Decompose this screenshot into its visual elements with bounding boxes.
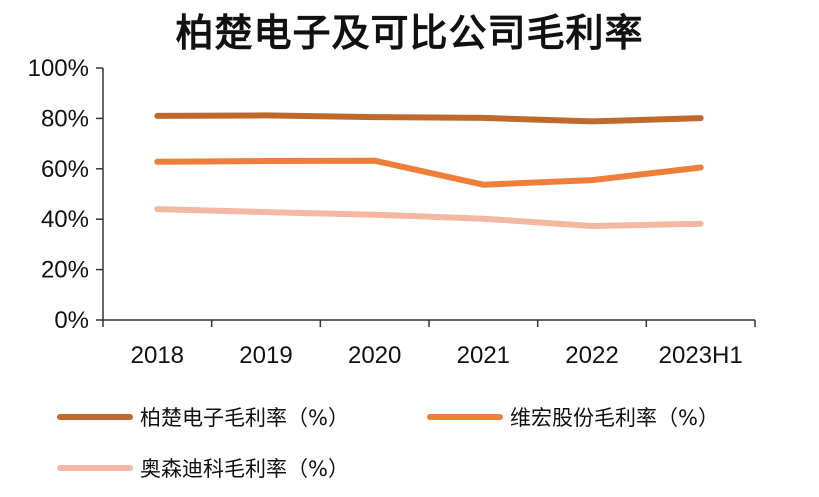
x-tick-label: 2018 (131, 342, 184, 369)
legend-label-1: 柏楚电子毛利率（%） (140, 406, 349, 430)
x-tick-label: 2023H1 (659, 342, 743, 369)
y-tick-label: 0% (54, 307, 89, 334)
y-tick-label: 40% (41, 206, 89, 233)
legend-label-3: 奥森迪科毛利率（%） (140, 457, 349, 481)
y-tick-label: 100% (28, 55, 89, 82)
x-tick-label: 2022 (565, 342, 618, 369)
series-layer (154, 112, 704, 229)
chart-title: 柏楚电子及可比公司毛利率 (175, 11, 644, 55)
legend-label-2: 维宏股份毛利率（%） (510, 406, 719, 430)
x-tick-label: 2020 (348, 342, 401, 369)
series-line-1 (154, 112, 704, 125)
legend: 柏楚电子毛利率（%） 维宏股份毛利率（%） 奥森迪科毛利率（%） (57, 406, 719, 481)
series-line-2 (154, 157, 704, 188)
axes: 0% 20% 40% 60% 80% 100% 2018 2019 2020 2021 2022 20… (28, 55, 756, 369)
y-tick-label: 80% (41, 105, 89, 132)
y-tick-label: 60% (41, 156, 89, 183)
x-tick-label: 2021 (457, 342, 510, 369)
y-tick-label: 20% (41, 257, 89, 284)
series-line-3 (154, 206, 704, 229)
x-tick-label: 2019 (239, 342, 292, 369)
